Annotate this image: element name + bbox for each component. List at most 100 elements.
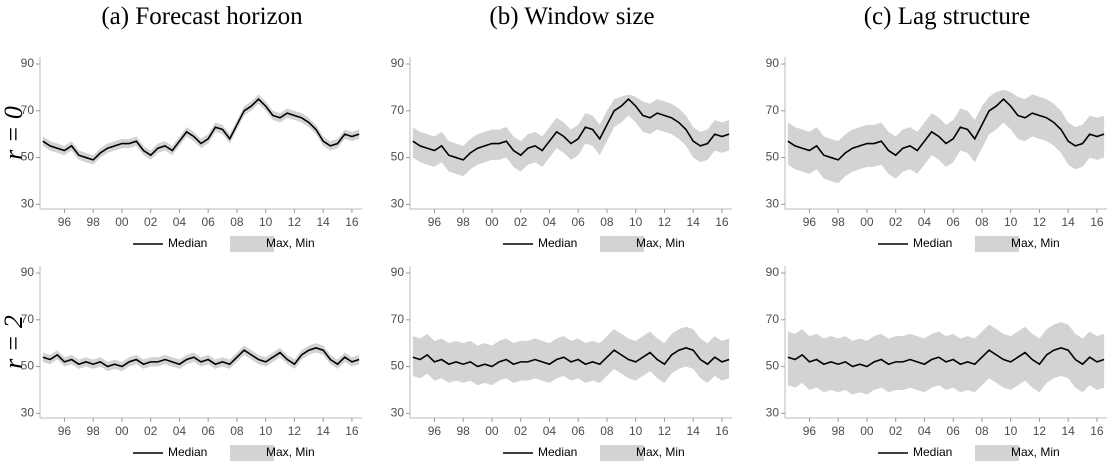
- x-tick-label: 10: [259, 424, 273, 438]
- x-tick-label: 06: [947, 424, 961, 438]
- band: [42, 343, 360, 372]
- x-tick-label: 00: [485, 215, 499, 229]
- x-tick-label: 12: [1033, 215, 1047, 229]
- legend-swatch: [600, 236, 644, 252]
- y-tick-label: 70: [391, 312, 405, 326]
- row-label: r = 2: [0, 315, 28, 369]
- line: [42, 97, 360, 161]
- x-tick-label: 08: [600, 424, 614, 438]
- y-tick-label: 50: [766, 359, 780, 373]
- y-tick-label: 30: [766, 196, 780, 210]
- x-tick-label: 10: [1004, 215, 1018, 229]
- x-tick-label: 04: [173, 424, 187, 438]
- x-tick-label: 00: [860, 424, 874, 438]
- x-tick-label: 04: [918, 424, 932, 438]
- y-tick-label: 70: [21, 312, 35, 326]
- legend-swatch: [230, 236, 274, 252]
- y-tick-label: 90: [21, 56, 35, 70]
- x-tick-label: 06: [202, 424, 216, 438]
- x-tick-label: 16: [345, 215, 359, 229]
- x-tick-label: 10: [1004, 424, 1018, 438]
- x-tick-label: 02: [889, 215, 903, 229]
- x-tick-label: 96: [803, 215, 817, 229]
- legend-label: Max, Min: [1011, 445, 1060, 459]
- legend-label: Max, Min: [636, 236, 685, 250]
- line: [412, 347, 730, 368]
- x-tick-label: 96: [803, 424, 817, 438]
- y-tick-label: 30: [766, 405, 780, 419]
- x-tick-label: 96: [58, 424, 72, 438]
- x-tick-label: 16: [715, 424, 729, 438]
- x-tick-label: 12: [288, 215, 302, 229]
- x-tick-label: 12: [658, 424, 672, 438]
- x-tick-label: 08: [600, 215, 614, 229]
- x-tick-label: 16: [345, 424, 359, 438]
- y-tick-label: 70: [766, 103, 780, 117]
- y-tick-label: 30: [21, 196, 35, 210]
- x-tick-label: 10: [629, 424, 643, 438]
- y-tick-label: 90: [766, 265, 780, 279]
- band: [42, 94, 360, 165]
- line: [787, 97, 1105, 161]
- x-tick-label: 12: [288, 424, 302, 438]
- x-tick-label: 10: [259, 215, 273, 229]
- row-label: r = 0: [0, 106, 28, 160]
- x-tick-label: 16: [715, 215, 729, 229]
- band: [787, 322, 1105, 395]
- y-tick-label: 30: [391, 405, 405, 419]
- legend-swatch: [975, 236, 1019, 252]
- x-tick-label: 98: [832, 215, 846, 229]
- band: [412, 326, 730, 386]
- x-tick-label: 04: [543, 215, 557, 229]
- legend-label: Max, Min: [266, 236, 315, 250]
- y-tick-label: 50: [391, 359, 405, 373]
- x-tick-label: 98: [87, 215, 101, 229]
- legend-label: Median: [538, 445, 577, 459]
- x-tick-label: 06: [572, 215, 586, 229]
- x-tick-label: 96: [428, 215, 442, 229]
- y-tick-label: 50: [766, 150, 780, 164]
- y-tick-label: 30: [21, 405, 35, 419]
- x-tick-label: 02: [514, 215, 528, 229]
- y-tick-label: 30: [391, 196, 405, 210]
- x-tick-label: 04: [543, 424, 557, 438]
- y-tick-label: 90: [766, 56, 780, 70]
- x-tick-label: 10: [629, 215, 643, 229]
- x-tick-label: 12: [1033, 424, 1047, 438]
- x-tick-label: 02: [889, 424, 903, 438]
- y-tick-label: 50: [21, 359, 35, 373]
- column-title: (c) Lag structure: [864, 3, 1031, 30]
- x-tick-label: 98: [87, 424, 101, 438]
- legend-label: Median: [913, 236, 952, 250]
- legend-label: Max, Min: [266, 445, 315, 459]
- line: [42, 347, 360, 368]
- x-tick-label: 12: [658, 215, 672, 229]
- x-tick-label: 06: [202, 215, 216, 229]
- x-tick-label: 04: [918, 215, 932, 229]
- y-tick-label: 70: [766, 312, 780, 326]
- legend-swatch: [230, 445, 274, 461]
- legend-label: Max, Min: [1011, 236, 1060, 250]
- x-tick-label: 16: [1090, 215, 1104, 229]
- x-tick-label: 96: [58, 215, 72, 229]
- legend-label: Median: [913, 445, 952, 459]
- x-tick-label: 98: [457, 424, 471, 438]
- x-tick-label: 08: [230, 215, 244, 229]
- legend-swatch: [975, 445, 1019, 461]
- band: [412, 94, 730, 177]
- x-tick-label: 14: [1062, 424, 1076, 438]
- y-tick-label: 70: [21, 103, 35, 117]
- x-tick-label: 16: [1090, 424, 1104, 438]
- y-tick-label: 70: [391, 103, 405, 117]
- x-tick-label: 14: [317, 215, 331, 229]
- line: [412, 97, 730, 161]
- x-tick-label: 02: [144, 215, 158, 229]
- x-tick-label: 02: [144, 424, 158, 438]
- legend-label: Max, Min: [636, 445, 685, 459]
- y-tick-label: 50: [21, 150, 35, 164]
- x-tick-label: 08: [975, 215, 989, 229]
- x-tick-label: 02: [514, 424, 528, 438]
- x-tick-label: 98: [832, 424, 846, 438]
- x-tick-label: 04: [173, 215, 187, 229]
